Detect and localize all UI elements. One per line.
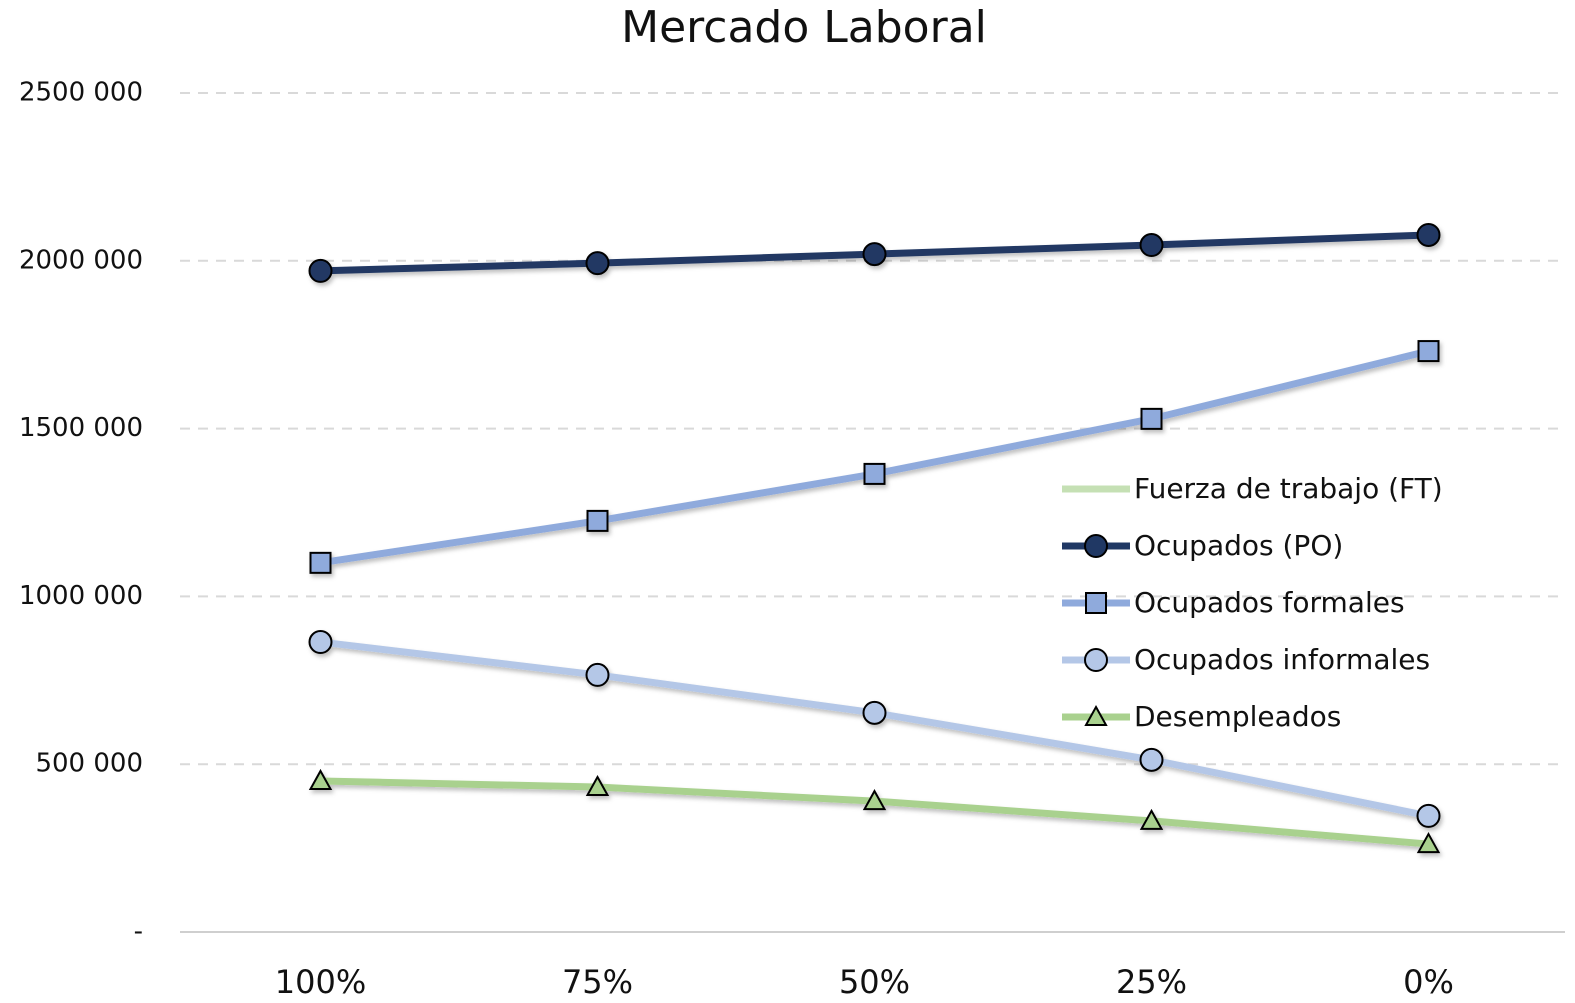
point [1139, 233, 1164, 258]
y-tick-label: - [134, 917, 143, 947]
series [308, 630, 1441, 828]
point [585, 251, 610, 276]
point [1139, 808, 1164, 830]
point [1417, 340, 1440, 363]
point [1416, 832, 1441, 854]
legend-label: Ocupados (PO) [1134, 529, 1343, 562]
point [585, 774, 610, 797]
x-tick-label: 50% [839, 963, 910, 1001]
point [862, 700, 887, 725]
legend-label: Ocupados formales [1134, 586, 1405, 619]
point [1139, 747, 1164, 772]
x-tick-label: 25% [1116, 963, 1187, 1001]
point [309, 551, 332, 574]
x-tick-label: 100% [275, 963, 366, 1001]
point [1140, 407, 1163, 430]
series [309, 340, 1440, 574]
x-tick-label: 75% [562, 963, 633, 1001]
y-tick-label: 1500 000 [19, 413, 143, 443]
point [308, 630, 333, 655]
legend-label: Desempleados [1134, 700, 1341, 733]
point [308, 258, 333, 283]
legend-marker [1085, 592, 1107, 614]
point [862, 242, 887, 267]
legend-marker [1084, 648, 1108, 672]
point [1416, 803, 1441, 828]
point [308, 768, 333, 790]
legend-marker [1084, 704, 1108, 726]
point [585, 662, 610, 687]
x-tick-label: 0% [1403, 963, 1454, 1001]
y-tick-label: 1000 000 [19, 581, 143, 611]
legend-label: Fuerza de trabajo (FT) [1134, 472, 1443, 505]
point [862, 789, 887, 811]
series [308, 768, 1441, 854]
series [308, 222, 1441, 283]
legend-label: Ocupados informales [1134, 643, 1430, 676]
y-tick-label: 500 000 [35, 749, 143, 779]
point [586, 509, 609, 532]
legend-marker [1084, 534, 1108, 558]
point [863, 462, 886, 485]
chart-title: Mercado Laboral [621, 2, 987, 53]
y-tick-label: 2000 000 [19, 245, 143, 275]
point [1416, 222, 1441, 247]
y-tick-label: 2500 000 [19, 78, 143, 108]
